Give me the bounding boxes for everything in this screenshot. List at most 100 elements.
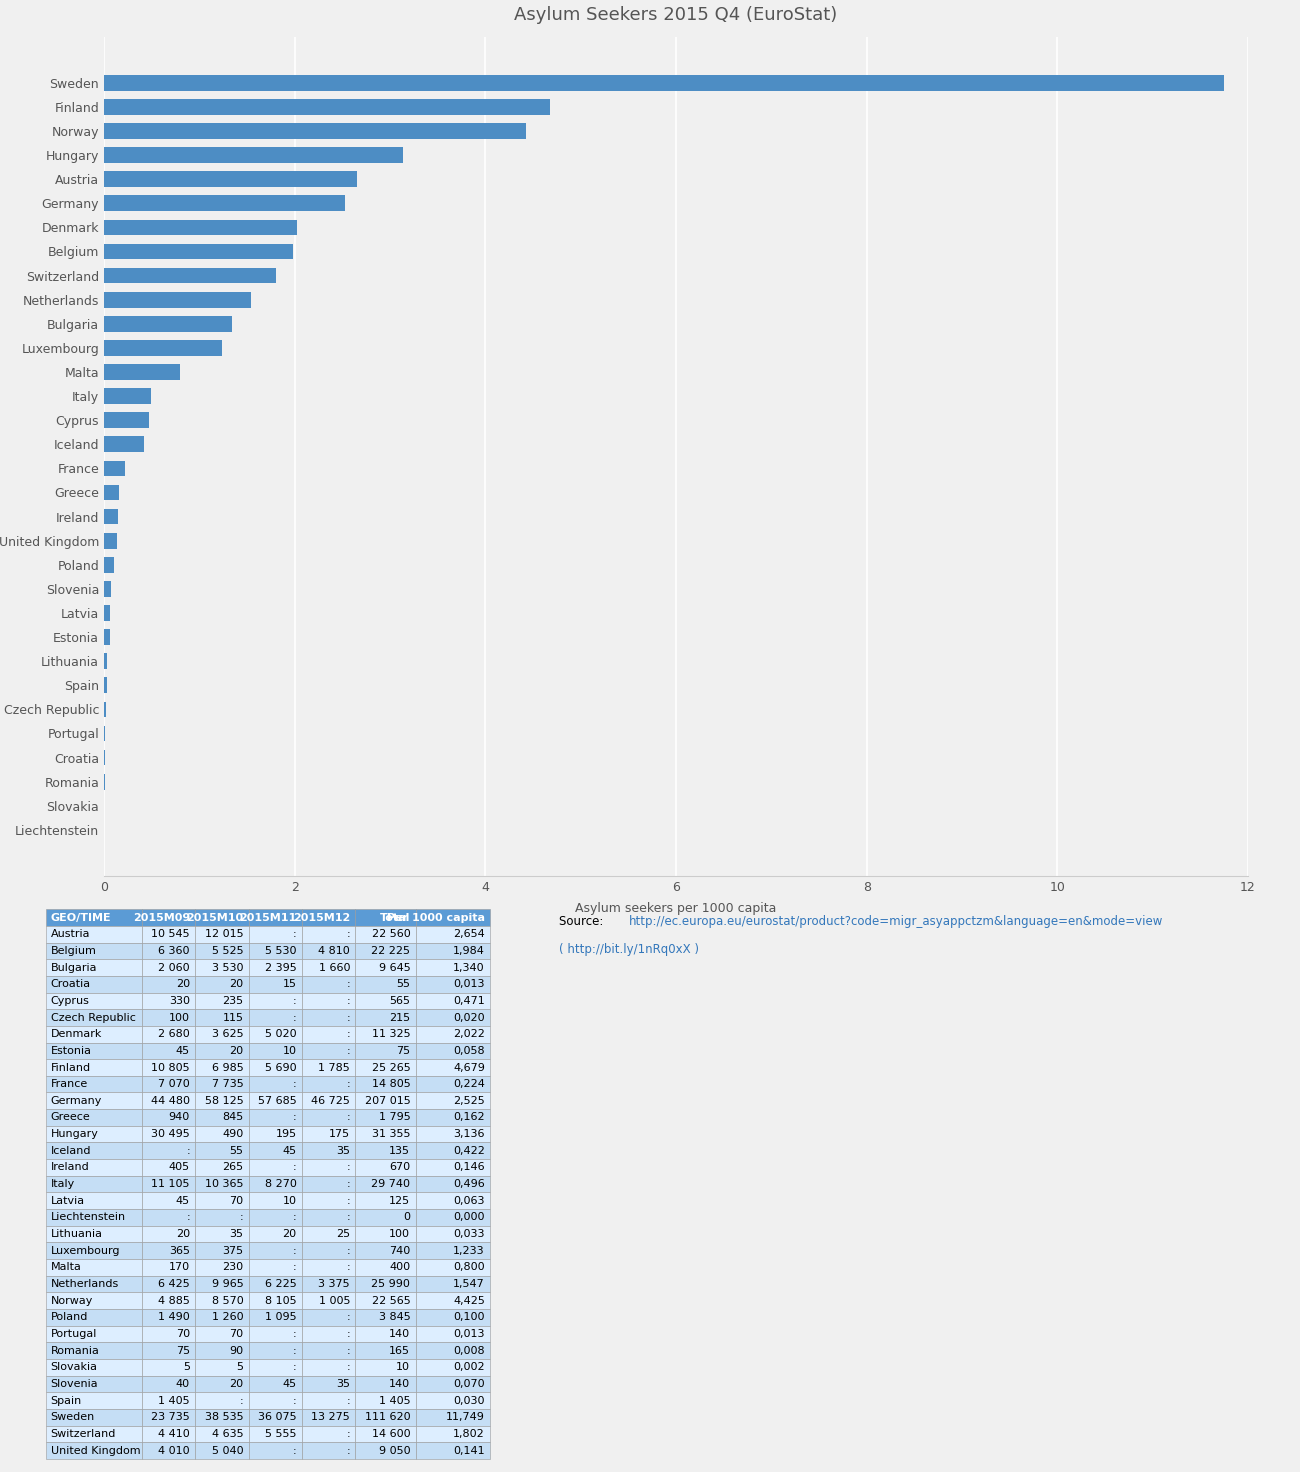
Text: 1,802: 1,802 — [454, 1429, 485, 1440]
FancyBboxPatch shape — [195, 1076, 248, 1092]
Text: 20: 20 — [229, 1379, 243, 1390]
Text: :: : — [292, 1395, 296, 1406]
Text: 13 275: 13 275 — [311, 1412, 350, 1422]
FancyBboxPatch shape — [142, 1026, 195, 1042]
Text: 100: 100 — [389, 1229, 411, 1239]
Text: :: : — [346, 1446, 350, 1456]
FancyBboxPatch shape — [195, 1092, 248, 1110]
FancyBboxPatch shape — [302, 1342, 355, 1359]
Text: :: : — [346, 1213, 350, 1222]
Bar — [104, 412, 150, 428]
FancyBboxPatch shape — [248, 1376, 302, 1393]
Text: :: : — [346, 1163, 350, 1173]
Text: Switzerland: Switzerland — [51, 1429, 116, 1440]
FancyBboxPatch shape — [46, 1110, 142, 1126]
Bar — [104, 509, 118, 524]
FancyBboxPatch shape — [195, 1110, 248, 1126]
FancyBboxPatch shape — [142, 926, 195, 942]
Text: 140: 140 — [389, 1329, 411, 1340]
FancyBboxPatch shape — [355, 1326, 416, 1342]
Text: :: : — [346, 1113, 350, 1123]
FancyBboxPatch shape — [248, 1242, 302, 1259]
FancyBboxPatch shape — [46, 1092, 142, 1110]
FancyBboxPatch shape — [248, 910, 302, 926]
FancyBboxPatch shape — [248, 976, 302, 992]
Text: 0,000: 0,000 — [454, 1213, 485, 1222]
FancyBboxPatch shape — [355, 960, 416, 976]
Bar — [104, 484, 120, 500]
FancyBboxPatch shape — [195, 1326, 248, 1342]
Bar — [104, 702, 105, 717]
FancyBboxPatch shape — [355, 1359, 416, 1376]
Text: 3 530: 3 530 — [212, 963, 243, 973]
Text: 0,013: 0,013 — [454, 979, 485, 989]
Bar — [104, 124, 525, 138]
FancyBboxPatch shape — [195, 926, 248, 942]
Text: :: : — [346, 1429, 350, 1440]
Text: 14 805: 14 805 — [372, 1079, 411, 1089]
Text: 8 270: 8 270 — [265, 1179, 296, 1189]
FancyBboxPatch shape — [248, 1409, 302, 1426]
Text: 45: 45 — [282, 1379, 296, 1390]
Text: 1,233: 1,233 — [454, 1245, 485, 1256]
Text: :: : — [292, 1013, 296, 1023]
Text: 4 410: 4 410 — [159, 1429, 190, 1440]
Text: United Kingdom: United Kingdom — [51, 1446, 140, 1456]
Text: 405: 405 — [169, 1163, 190, 1173]
FancyBboxPatch shape — [195, 1393, 248, 1409]
Text: 0,020: 0,020 — [454, 1013, 485, 1023]
Text: 20: 20 — [229, 979, 243, 989]
Text: 22 225: 22 225 — [372, 946, 411, 955]
Title: Asylum Seekers 2015 Q4 (EuroStat): Asylum Seekers 2015 Q4 (EuroStat) — [515, 6, 837, 24]
FancyBboxPatch shape — [355, 1276, 416, 1292]
FancyBboxPatch shape — [416, 1010, 490, 1026]
Text: 0,058: 0,058 — [454, 1045, 485, 1055]
Text: 330: 330 — [169, 997, 190, 1005]
FancyBboxPatch shape — [248, 1342, 302, 1359]
FancyBboxPatch shape — [248, 1026, 302, 1042]
Text: 15: 15 — [282, 979, 296, 989]
FancyBboxPatch shape — [302, 1359, 355, 1376]
Text: 75: 75 — [396, 1045, 411, 1055]
FancyBboxPatch shape — [142, 942, 195, 960]
FancyBboxPatch shape — [248, 926, 302, 942]
Text: 0,030: 0,030 — [454, 1395, 485, 1406]
Text: 45: 45 — [176, 1195, 190, 1206]
Text: 0,471: 0,471 — [454, 997, 485, 1005]
FancyBboxPatch shape — [195, 1026, 248, 1042]
Text: 0: 0 — [403, 1213, 411, 1222]
Text: 0,496: 0,496 — [454, 1179, 485, 1189]
FancyBboxPatch shape — [416, 992, 490, 1010]
FancyBboxPatch shape — [302, 1042, 355, 1060]
Text: 11 325: 11 325 — [372, 1029, 411, 1039]
Text: 20: 20 — [282, 1229, 296, 1239]
FancyBboxPatch shape — [355, 1192, 416, 1209]
Text: 6 225: 6 225 — [265, 1279, 296, 1289]
FancyBboxPatch shape — [416, 1359, 490, 1376]
FancyBboxPatch shape — [355, 1309, 416, 1326]
FancyBboxPatch shape — [355, 1076, 416, 1092]
FancyBboxPatch shape — [142, 1409, 195, 1426]
Text: 111 620: 111 620 — [365, 1412, 411, 1422]
FancyBboxPatch shape — [416, 1242, 490, 1259]
FancyBboxPatch shape — [46, 926, 142, 942]
FancyBboxPatch shape — [248, 960, 302, 976]
Text: Denmark: Denmark — [51, 1029, 103, 1039]
FancyBboxPatch shape — [416, 1076, 490, 1092]
FancyBboxPatch shape — [302, 992, 355, 1010]
FancyBboxPatch shape — [248, 1192, 302, 1209]
Text: 70: 70 — [229, 1329, 243, 1340]
Text: 3 375: 3 375 — [318, 1279, 350, 1289]
Bar — [104, 461, 125, 477]
Text: http://ec.europa.eu/eurostat/product?code=migr_asyappctzm&language=en&mode=view: http://ec.europa.eu/eurostat/product?cod… — [629, 916, 1164, 927]
Text: 45: 45 — [176, 1045, 190, 1055]
Text: 10: 10 — [396, 1363, 411, 1372]
Text: 170: 170 — [169, 1263, 190, 1272]
FancyBboxPatch shape — [46, 1176, 142, 1192]
FancyBboxPatch shape — [302, 1276, 355, 1292]
FancyBboxPatch shape — [142, 1376, 195, 1393]
Text: Malta: Malta — [51, 1263, 82, 1272]
Text: 38 535: 38 535 — [204, 1412, 243, 1422]
FancyBboxPatch shape — [46, 1042, 142, 1060]
Text: 375: 375 — [222, 1245, 243, 1256]
